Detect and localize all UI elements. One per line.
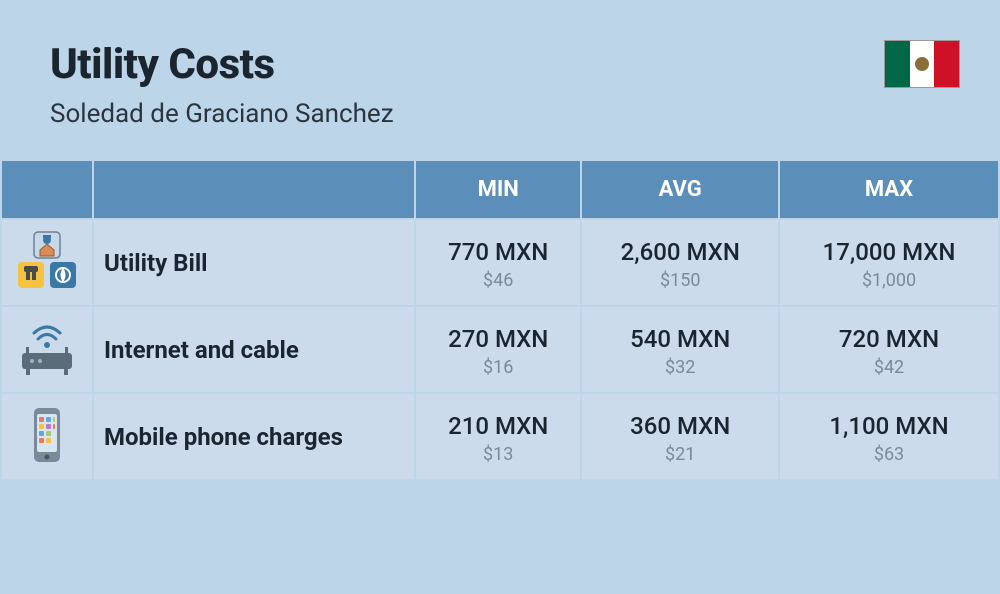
value-sub: $1,000 <box>780 270 998 291</box>
value-main: 210 MXN <box>416 412 580 440</box>
row-icon-cell <box>2 307 92 392</box>
value-main: 270 MXN <box>416 325 580 353</box>
header-empty-label <box>94 161 414 218</box>
row-label: Utility Bill <box>94 220 414 305</box>
cell-max: 720 MXN $42 <box>780 307 998 392</box>
row-icon-cell <box>2 394 92 479</box>
row-label: Internet and cable <box>94 307 414 392</box>
value-sub: $63 <box>780 444 998 465</box>
header-min: MIN <box>416 161 580 218</box>
value-main: 17,000 MXN <box>780 238 998 266</box>
table-row: Utility Bill 770 MXN $46 2,600 MXN $150 … <box>2 220 998 305</box>
flag-stripe-red <box>934 41 959 87</box>
flag-emblem-icon <box>915 57 929 71</box>
phone-icon <box>14 404 80 470</box>
table-row: Mobile phone charges 210 MXN $13 360 MXN… <box>2 394 998 479</box>
value-sub: $46 <box>416 270 580 291</box>
value-sub: $150 <box>582 270 778 291</box>
router-icon <box>14 317 80 383</box>
table-header-row: MIN AVG MAX <box>2 161 998 218</box>
value-sub: $32 <box>582 357 778 378</box>
value-main: 360 MXN <box>582 412 778 440</box>
value-sub: $21 <box>582 444 778 465</box>
value-main: 720 MXN <box>780 325 998 353</box>
value-main: 540 MXN <box>582 325 778 353</box>
header: Utility Costs Soledad de Graciano Sanche… <box>0 0 1000 159</box>
header-avg: AVG <box>582 161 778 218</box>
page-subtitle: Soledad de Graciano Sanchez <box>50 99 950 129</box>
table-row: Internet and cable 270 MXN $16 540 MXN $… <box>2 307 998 392</box>
value-main: 2,600 MXN <box>582 238 778 266</box>
cell-avg: 360 MXN $21 <box>582 394 778 479</box>
flag-stripe-green <box>885 41 910 87</box>
cell-min: 770 MXN $46 <box>416 220 580 305</box>
cell-min: 270 MXN $16 <box>416 307 580 392</box>
mexico-flag-icon <box>884 40 960 88</box>
value-sub: $16 <box>416 357 580 378</box>
utility-icon <box>14 230 80 296</box>
header-empty-icon <box>2 161 92 218</box>
cell-max: 1,100 MXN $63 <box>780 394 998 479</box>
value-main: 1,100 MXN <box>780 412 998 440</box>
flag-stripe-white <box>910 41 935 87</box>
costs-table: MIN AVG MAX Utilit <box>0 159 1000 481</box>
cell-min: 210 MXN $13 <box>416 394 580 479</box>
value-sub: $13 <box>416 444 580 465</box>
cell-max: 17,000 MXN $1,000 <box>780 220 998 305</box>
row-icon-cell <box>2 220 92 305</box>
value-sub: $42 <box>780 357 998 378</box>
row-label: Mobile phone charges <box>94 394 414 479</box>
value-main: 770 MXN <box>416 238 580 266</box>
cell-avg: 540 MXN $32 <box>582 307 778 392</box>
cell-avg: 2,600 MXN $150 <box>582 220 778 305</box>
header-max: MAX <box>780 161 998 218</box>
page-title: Utility Costs <box>50 40 950 89</box>
